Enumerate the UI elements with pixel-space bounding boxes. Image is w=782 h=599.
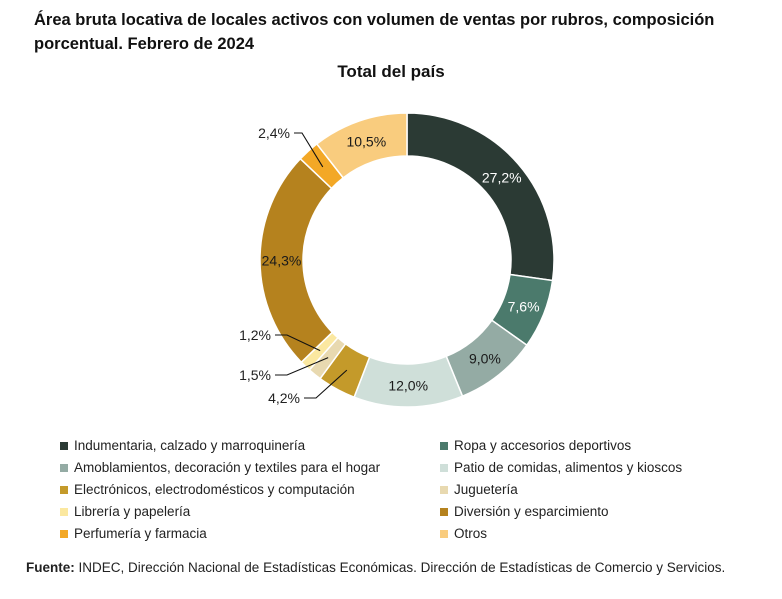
slice-label-ropa-y-accesorios-deportivos: 7,6% — [508, 298, 540, 314]
leader-line-jugueteria — [275, 357, 329, 376]
source-text: INDEC, Dirección Nacional de Estadística… — [74, 560, 726, 575]
slice-label-jugueteria: 1,5% — [239, 367, 271, 383]
legend-swatch — [60, 485, 68, 494]
leader-line-perfumeria-y-farmacia — [294, 132, 324, 168]
legend-swatch — [440, 507, 448, 516]
legend-item-amoblamientos: Amoblamientos, decoración y textiles par… — [60, 457, 440, 478]
legend-label: Librería y papelería — [74, 504, 191, 519]
slice-indumentaria-calzado-y-marroquineria — [406, 112, 555, 282]
legend-swatch — [440, 441, 448, 450]
source-note: Fuente: INDEC, Dirección Nacional de Est… — [26, 560, 776, 575]
legend-swatch — [60, 507, 68, 516]
legend-item-indumentaria: Indumentaria, calzado y marroquinería — [60, 435, 440, 456]
legend-label: Electrónicos, electrodomésticos y comput… — [74, 482, 355, 497]
slice-otros — [315, 112, 408, 179]
slice-label-perfumeria-y-farmacia: 2,4% — [258, 125, 290, 141]
legend-label: Diversión y esparcimiento — [454, 504, 609, 519]
legend-label: Patio de comidas, alimentos y kioscos — [454, 460, 683, 475]
slice-label-otros: 10,5% — [346, 133, 386, 149]
legend-item-ropa-deportiva: Ropa y accesorios deportivos — [440, 435, 760, 456]
legend-item-patio-comidas: Patio de comidas, alimentos y kioscos — [440, 457, 760, 478]
legend-swatch — [440, 485, 448, 494]
legend-label: Perfumería y farmacia — [74, 526, 207, 541]
slice-label-amoblamientos-decoracion-y-textiles-para-el-hogar: 9,0% — [469, 350, 501, 366]
legend-item-diversion: Diversión y esparcimiento — [440, 501, 760, 522]
slice-label-libreria-y-papeleria: 1,2% — [239, 327, 271, 343]
legend-label: Otros — [454, 526, 488, 541]
leader-line-electronicos-electrodomesticos-y-computacion — [304, 369, 348, 399]
leader-line-libreria-y-papeleria — [275, 334, 321, 352]
slice-label-patio-de-comidas-alimentos-y-kioscos: 12,0% — [388, 377, 428, 393]
legend-swatch — [440, 463, 448, 472]
slice-label-electronicos-electrodomesticos-y-computacion: 4,2% — [268, 390, 300, 406]
legend-label: Juguetería — [454, 482, 518, 497]
legend-swatch — [60, 463, 68, 472]
legend-swatch — [60, 529, 68, 538]
legend-label: Ropa y accesorios deportivos — [454, 438, 632, 453]
chart-title: Área bruta locativa de locales activos c… — [34, 11, 715, 53]
slice-label-diversion-y-esparcimiento: 24,3% — [262, 253, 302, 269]
legend-label: Indumentaria, calzado y marroquinería — [74, 438, 306, 453]
slice-label-indumentaria-calzado-y-marroquineria: 27,2% — [482, 170, 522, 186]
legend-swatch — [60, 441, 68, 450]
legend-item-electronicos: Electrónicos, electrodomésticos y comput… — [60, 479, 440, 500]
legend-item-otros: Otros — [440, 523, 760, 544]
legend-item-libreria: Librería y papelería — [60, 501, 440, 522]
legend-label: Amoblamientos, decoración y textiles par… — [74, 460, 381, 475]
legend-item-jugueteria: Juguetería — [440, 479, 760, 500]
legend-swatch — [440, 529, 448, 538]
legend: Indumentaria, calzado y marroquinería Ro… — [60, 435, 760, 544]
legend-item-perfumeria: Perfumería y farmacia — [60, 523, 440, 544]
source-label: Fuente: — [26, 560, 75, 575]
chart-subtitle: Total del país — [337, 62, 445, 81]
